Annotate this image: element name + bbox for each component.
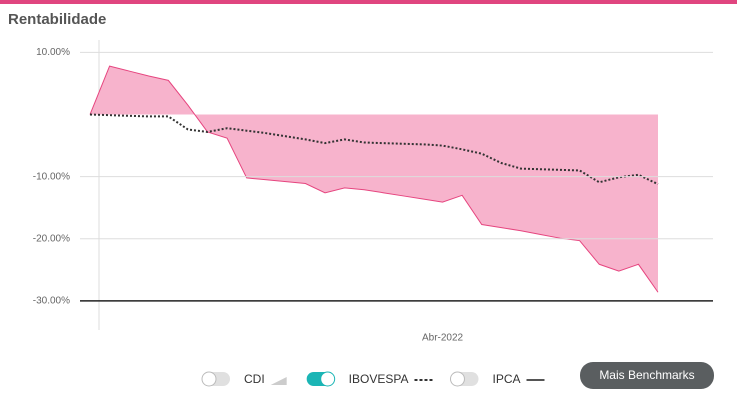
- button-bg: [580, 362, 714, 389]
- benchmark-toggle[interactable]: CDI: [201, 371, 287, 387]
- y-tick-label: 10.00%: [36, 47, 70, 58]
- toggle-knob: [201, 371, 217, 387]
- top-bar: [0, 0, 737, 4]
- legend-icon: [270, 377, 287, 385]
- toggle-knob: [449, 371, 465, 387]
- x-tick-label: Abr-2022: [422, 333, 464, 344]
- y-tick-label: -30.00%: [33, 296, 70, 307]
- toggle-label: IBOVESPA: [349, 372, 409, 386]
- toggle-label: IPCA: [492, 372, 520, 386]
- button-label: Mais Benchmarks: [599, 368, 694, 382]
- chart-title: Rentabilidade: [8, 11, 106, 28]
- benchmark-toggle[interactable]: IPCA: [449, 371, 545, 387]
- area: [90, 66, 658, 293]
- mais-benchmarks-button[interactable]: Mais Benchmarks: [580, 362, 714, 389]
- y-tick-label: -10.00%: [33, 171, 70, 182]
- toggle-label: CDI: [244, 372, 265, 386]
- benchmark-line: [89, 113, 659, 186]
- toggle-knob: [320, 371, 336, 387]
- y-tick-label: -20.00%: [33, 233, 70, 244]
- benchmark-toggle[interactable]: IBOVESPA: [306, 371, 433, 387]
